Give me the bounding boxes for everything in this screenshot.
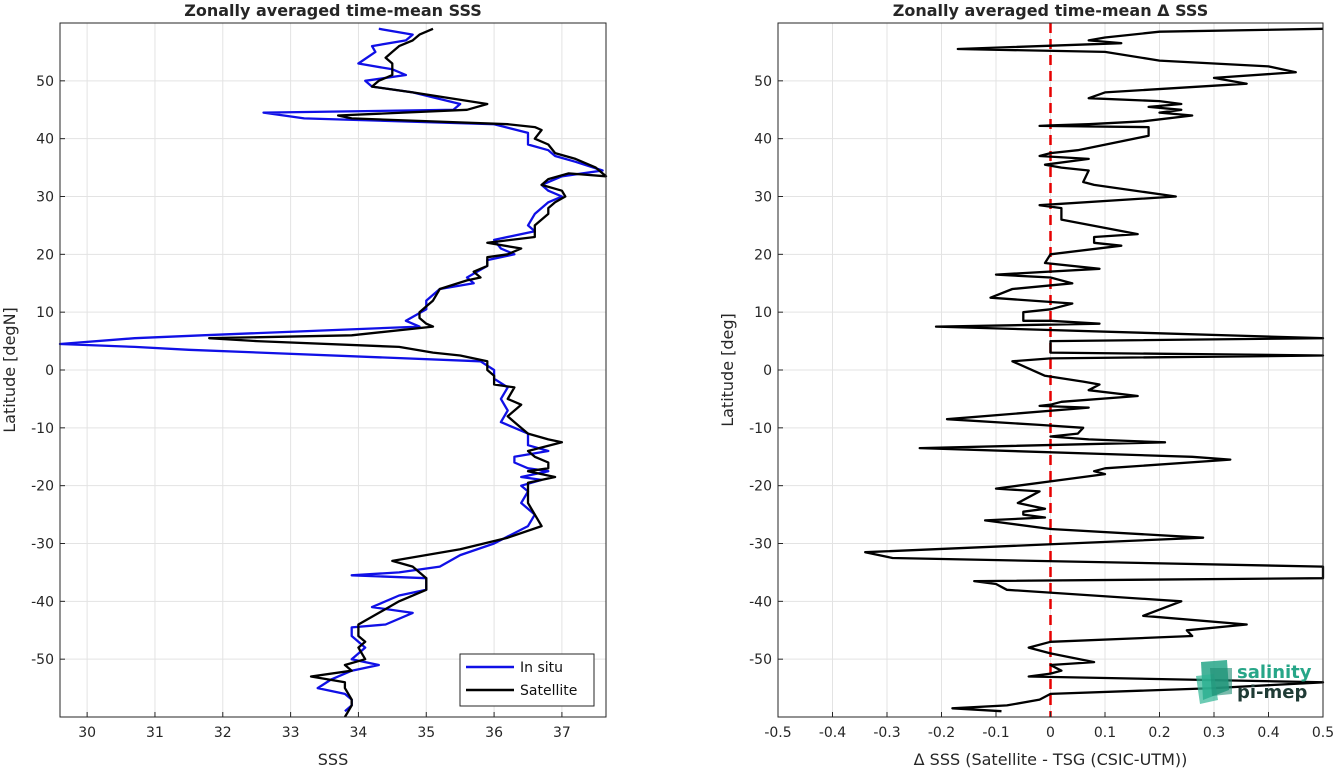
sss-x-tick-label: 33 — [282, 725, 300, 741]
sss-series-in-situ — [58, 27, 604, 713]
sss-y-tick-label: -10 — [31, 421, 54, 437]
legend-label-satellite: Satellite — [520, 683, 577, 699]
sss-x-tick-label: 37 — [553, 725, 571, 741]
delta-x-tick-label: 0.4 — [1257, 725, 1279, 741]
delta-x-tick-label: 0.1 — [1094, 725, 1116, 741]
salinity-pimep-logo: salinity pi-mep — [1196, 660, 1312, 704]
sss-y-tick-label: -20 — [31, 479, 54, 495]
sss-y-axis-label: Latitude [degN] — [0, 307, 19, 433]
delta-y-tick-label: 50 — [754, 74, 772, 90]
sss-y-tick-label: -50 — [31, 652, 54, 668]
sss-x-tick-label: 35 — [417, 725, 435, 741]
sss-profile-panel: 30 31 32 33 34 35 36 37 -50 -40 -30 -20 -10 0 10 20 30 40… — [0, 1, 608, 769]
sss-x-tick-label: 30 — [78, 725, 96, 741]
sss-y-tick-label: 0 — [45, 363, 54, 379]
legend-box — [459, 653, 595, 707]
delta-x-tick-label: -0.4 — [819, 725, 846, 741]
delta-y-tick-label: 40 — [754, 132, 772, 148]
delta-x-tick-label: -0.1 — [982, 725, 1009, 741]
delta-series-layer — [864, 23, 1325, 717]
sss-series-layer — [58, 27, 608, 718]
delta-y-tick-label: -10 — [749, 421, 772, 437]
delta-y-tick-label: -40 — [749, 594, 772, 610]
delta-y-tick-label: -50 — [749, 652, 772, 668]
sss-x-tick-label: 34 — [350, 725, 368, 741]
sss-y-tick-label: 10 — [36, 305, 54, 321]
delta-y-tick-label: -20 — [749, 479, 772, 495]
delta-x-tick-label: 0 — [1046, 725, 1055, 741]
sss-legend: In situ Satellite — [459, 653, 595, 707]
delta-chart-title: Zonally averaged time-mean Δ SSS — [893, 1, 1209, 20]
delta-x-tick-label: 0.3 — [1203, 725, 1225, 741]
delta-gridlines — [777, 23, 1324, 717]
delta-tick-labels: -0.5 -0.4 -0.3 -0.2 -0.1 0 0.1 0.2 0.3 0.4 0.5 -50 -… — [749, 74, 1334, 741]
delta-x-axis-label: Δ SSS (Satellite - TSG (CSIC-UTM)) — [914, 750, 1188, 769]
logo-word-salinity: salinity — [1237, 662, 1312, 683]
delta-y-tick-label: 30 — [754, 190, 772, 206]
sss-series-satellite — [208, 27, 608, 718]
delta-x-tick-label: 0.2 — [1148, 725, 1170, 741]
delta-series-difference — [864, 27, 1325, 713]
sss-y-tick-label: -40 — [31, 594, 54, 610]
sss-y-tick-label: 30 — [36, 190, 54, 206]
delta-sss-panel: -0.5 -0.4 -0.3 -0.2 -0.1 0 0.1 0.2 0.3 0.4 0.5 -50 -… — [718, 1, 1334, 769]
delta-y-tick-label: -30 — [749, 537, 772, 553]
sss-x-tick-label: 36 — [485, 725, 503, 741]
sss-x-tick-label: 31 — [146, 725, 164, 741]
delta-y-axis-label: Latitude [deg] — [718, 313, 737, 427]
delta-y-tick-label: 10 — [754, 305, 772, 321]
sss-y-tick-label: 20 — [36, 247, 54, 263]
delta-y-tick-label: 0 — [763, 363, 772, 379]
sss-tick-labels: 30 31 32 33 34 35 36 37 -50 -40 -30 -20 -10 0 10 20 30 40… — [31, 74, 571, 741]
logo-mark-icon — [1196, 660, 1232, 704]
sss-x-axis-label: SSS — [318, 750, 348, 769]
delta-x-tick-label: -0.5 — [764, 725, 791, 741]
delta-x-tick-label: 0.5 — [1312, 725, 1334, 741]
delta-x-tick-label: -0.3 — [873, 725, 900, 741]
sss-chart-title: Zonally averaged time-mean SSS — [184, 1, 482, 20]
legend-label-in-situ: In situ — [520, 660, 563, 676]
delta-y-tick-label: 20 — [754, 247, 772, 263]
sss-x-tick-label: 32 — [214, 725, 232, 741]
delta-x-tick-label: -0.2 — [928, 725, 955, 741]
logo-word-pimep: pi-mep — [1237, 682, 1307, 703]
sss-y-tick-label: -30 — [31, 537, 54, 553]
sss-y-tick-label: 40 — [36, 132, 54, 148]
sss-y-tick-label: 50 — [36, 74, 54, 90]
